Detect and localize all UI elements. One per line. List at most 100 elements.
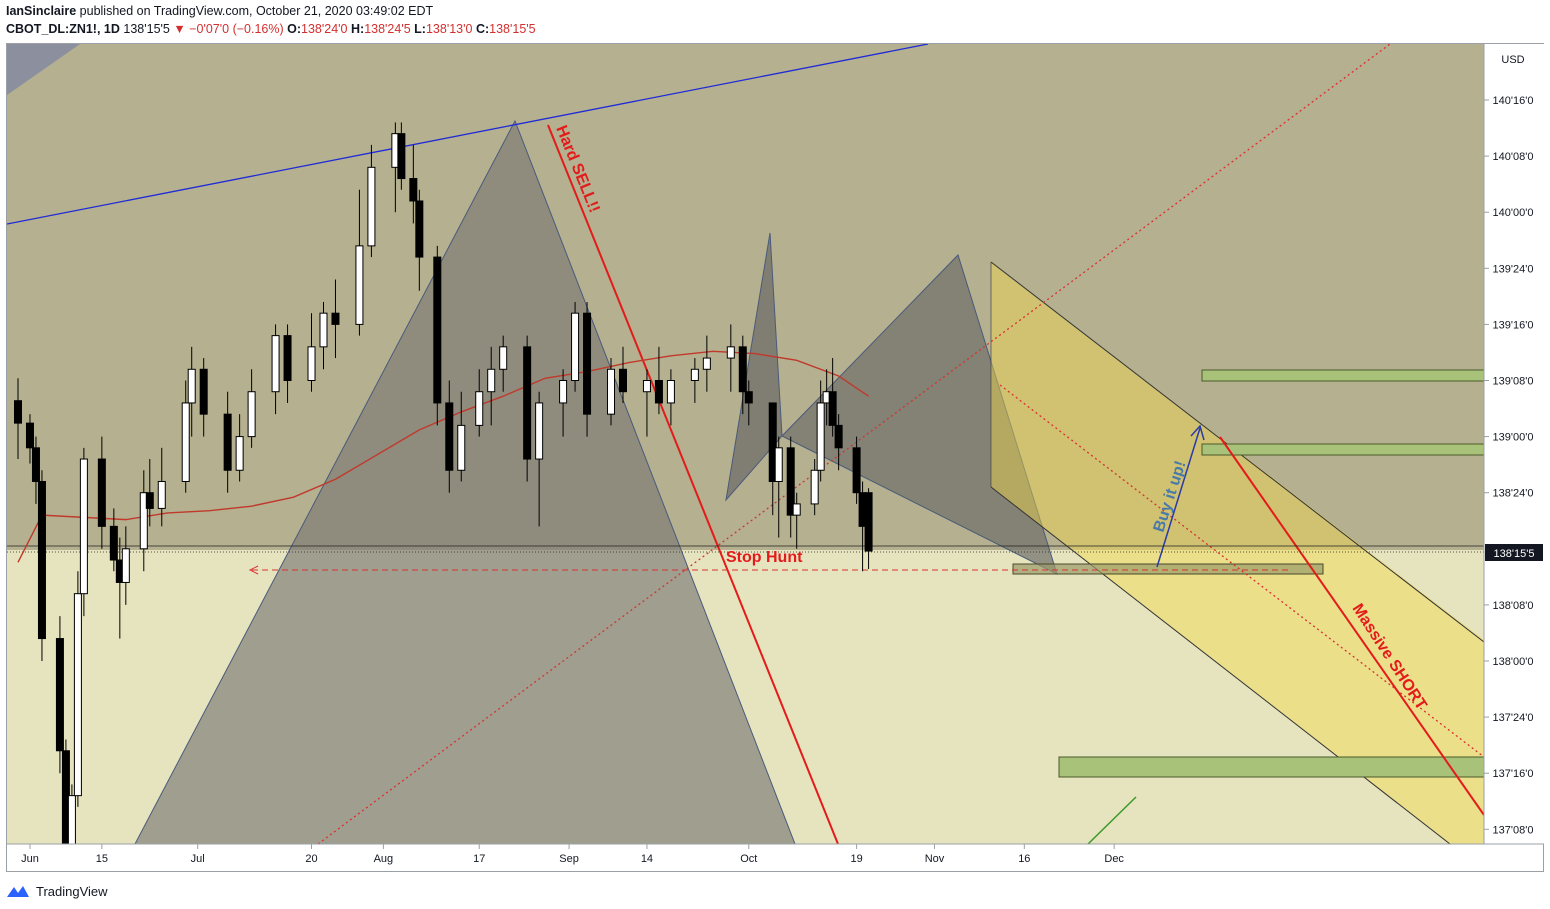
candle-body <box>523 346 532 460</box>
candle-body <box>31 447 40 482</box>
candle <box>618 346 627 403</box>
candle <box>187 346 196 437</box>
open-label: O: <box>287 22 302 36</box>
candle-body <box>738 346 747 393</box>
candle-body <box>457 424 466 471</box>
candle <box>121 526 130 605</box>
candle-body <box>14 400 22 424</box>
candle <box>744 380 753 426</box>
footer: TradingView <box>6 880 108 902</box>
candle-body <box>415 200 424 258</box>
y-tick-label: 140'00'0 <box>1493 207 1534 219</box>
candle <box>97 436 106 549</box>
candle <box>475 369 484 437</box>
candle <box>457 391 466 482</box>
candle <box>433 245 442 426</box>
candle <box>367 144 376 258</box>
candle-body <box>25 422 34 449</box>
author-name[interactable]: IanSinclaire <box>6 4 77 18</box>
candle-body <box>79 458 88 595</box>
candle <box>247 369 256 448</box>
x-tick-label: Dec <box>1104 853 1124 865</box>
y-tick-label: 139'08'0 <box>1493 376 1534 388</box>
candle <box>523 335 532 482</box>
candle-body <box>409 178 418 202</box>
candle <box>31 436 40 504</box>
close-label: C: <box>475 22 490 36</box>
low-value: 138'13'0 <box>425 22 473 36</box>
x-tick-label: Jul <box>191 853 205 865</box>
y-tick-label: 138'24'0 <box>1493 488 1534 500</box>
candle-body <box>774 447 783 482</box>
candle-body <box>726 346 735 359</box>
tradingview-logo-icon <box>7 886 29 897</box>
candle-body <box>121 548 130 583</box>
candle-body <box>157 480 166 509</box>
y-tick-label: 138'08'0 <box>1493 600 1534 612</box>
candle-body <box>235 436 244 471</box>
candle-body <box>97 458 106 527</box>
pattern-triangle-right <box>781 254 1058 575</box>
candle <box>37 470 46 661</box>
y-axis-ticks: 140'16'0 140'08'0 140'00'0 139'24'0 139'16'0… <box>1484 95 1533 836</box>
candle <box>109 508 118 572</box>
upper-trendline <box>7 44 929 225</box>
candle <box>571 301 580 392</box>
candle <box>235 414 244 482</box>
x-axis-ticks: Jun 15 Jul 20 Aug 17 Sep 14 Oct 19 Nov 16 Dec <box>21 844 1124 865</box>
candle-body <box>139 492 148 550</box>
y-tick-label: 139'16'0 <box>1493 319 1534 331</box>
candle <box>828 358 837 437</box>
high-value: 138'24'5 <box>364 22 411 36</box>
buy-up-arrowhead <box>1190 424 1205 441</box>
candle <box>816 380 825 482</box>
candle <box>145 459 154 527</box>
zone-lower <box>1058 756 1484 778</box>
candle <box>499 335 508 392</box>
candle-body <box>559 380 568 404</box>
candle <box>690 358 699 403</box>
candle-body <box>283 335 292 381</box>
zone-upper <box>1201 369 1484 382</box>
footer-brand[interactable]: TradingView <box>36 883 108 899</box>
massive-short-line <box>1219 436 1484 816</box>
candle-body <box>834 424 843 449</box>
dotted-channel-mid <box>999 384 1484 758</box>
candle <box>319 301 328 370</box>
candle-body <box>810 469 819 505</box>
candle-body <box>535 402 544 460</box>
candle-body <box>816 402 825 471</box>
candle <box>583 301 592 437</box>
x-tick-label: 17 <box>473 853 485 865</box>
currency-label: USD <box>1501 54 1524 66</box>
candle-body <box>181 402 190 482</box>
zone-middle <box>1201 443 1484 456</box>
candle-body <box>55 638 64 752</box>
candle-body <box>654 380 663 404</box>
candle <box>738 335 747 415</box>
candle-body <box>475 391 484 426</box>
candle-body <box>397 133 406 180</box>
candle <box>487 346 496 426</box>
candle-body <box>852 447 861 494</box>
y-tick-label: 138'00'0 <box>1493 656 1534 668</box>
price-axis-bg[interactable] <box>1484 44 1544 844</box>
candle <box>559 369 568 437</box>
candle <box>409 144 418 224</box>
time-axis-bg[interactable] <box>7 844 1484 871</box>
candle-body <box>367 166 376 247</box>
symbol-label[interactable]: CBOT_DL:ZN1!, 1D <box>6 22 120 36</box>
candle-body <box>618 368 627 393</box>
candle-body <box>487 368 496 393</box>
candle-body <box>583 312 592 415</box>
candle <box>157 447 166 527</box>
candle <box>415 189 424 291</box>
candle <box>397 122 406 190</box>
y-tick-label: 140'16'0 <box>1493 95 1534 107</box>
corner-wedge <box>7 44 80 95</box>
close-value: 138'15'5 <box>489 22 536 36</box>
candle-body <box>67 795 76 844</box>
candle <box>654 346 663 415</box>
candle <box>25 414 34 464</box>
